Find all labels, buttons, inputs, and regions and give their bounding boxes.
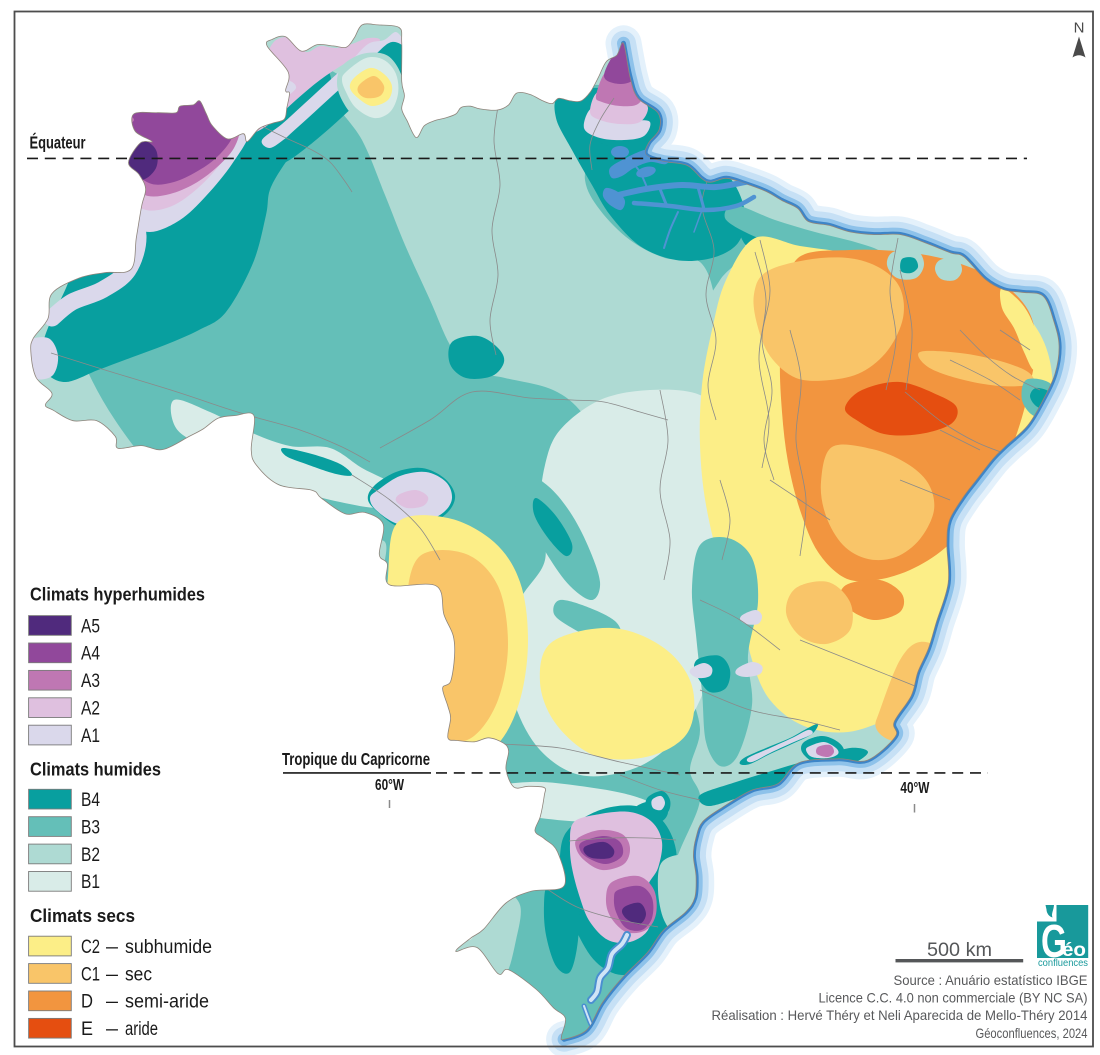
svg-text:A3: A3 [81,671,100,692]
svg-text:A5: A5 [81,616,100,637]
svg-text:A1: A1 [81,726,100,747]
svg-text:subhumide: subhumide [125,937,212,958]
svg-text:semi-aride: semi-aride [125,992,209,1013]
svg-text:–: – [106,964,118,985]
svg-text:éo: éo [1062,940,1086,961]
svg-text:Climats humides: Climats humides [30,758,161,779]
svg-text:A2: A2 [81,699,100,720]
svg-text:sec: sec [125,964,152,985]
svg-text:Licence C.C. 4.0 non commercia: Licence C.C. 4.0 non commerciale (BY NC … [819,990,1088,1006]
svg-text:60°W: 60°W [375,777,405,794]
svg-text:N: N [1074,20,1085,37]
svg-text:confluences: confluences [1038,957,1088,969]
svg-text:40°W: 40°W [900,780,930,797]
svg-text:B3: B3 [81,817,100,838]
svg-text:Tropique du Capricorne: Tropique du Capricorne [282,749,430,769]
svg-text:–: – [106,992,118,1013]
svg-text:C2: C2 [81,937,100,958]
svg-text:E: E [81,1019,93,1040]
svg-text:B1: B1 [81,872,100,893]
svg-text:B4: B4 [81,790,100,811]
svg-text:–: – [106,937,118,958]
svg-text:Équateur: Équateur [30,131,86,152]
svg-text:A4: A4 [81,644,100,665]
svg-text:500 km: 500 km [927,939,992,961]
svg-text:aride: aride [125,1019,158,1040]
svg-text:Climats hyperhumides: Climats hyperhumides [30,583,205,604]
svg-text:–: – [106,1019,118,1040]
svg-text:B2: B2 [81,845,100,866]
svg-text:Géoconfluences, 2024: Géoconfluences, 2024 [976,1025,1088,1041]
svg-text:Climats secs: Climats secs [30,905,135,926]
svg-text:Réalisation : Hervé Théry et N: Réalisation : Hervé Théry et Neli Aparec… [712,1007,1088,1023]
svg-text:G: G [1041,915,1067,967]
svg-text:D: D [81,992,93,1013]
svg-text:Source : Anuário estatístico I: Source : Anuário estatístico IBGE [894,972,1088,988]
svg-text:C1: C1 [81,964,100,985]
